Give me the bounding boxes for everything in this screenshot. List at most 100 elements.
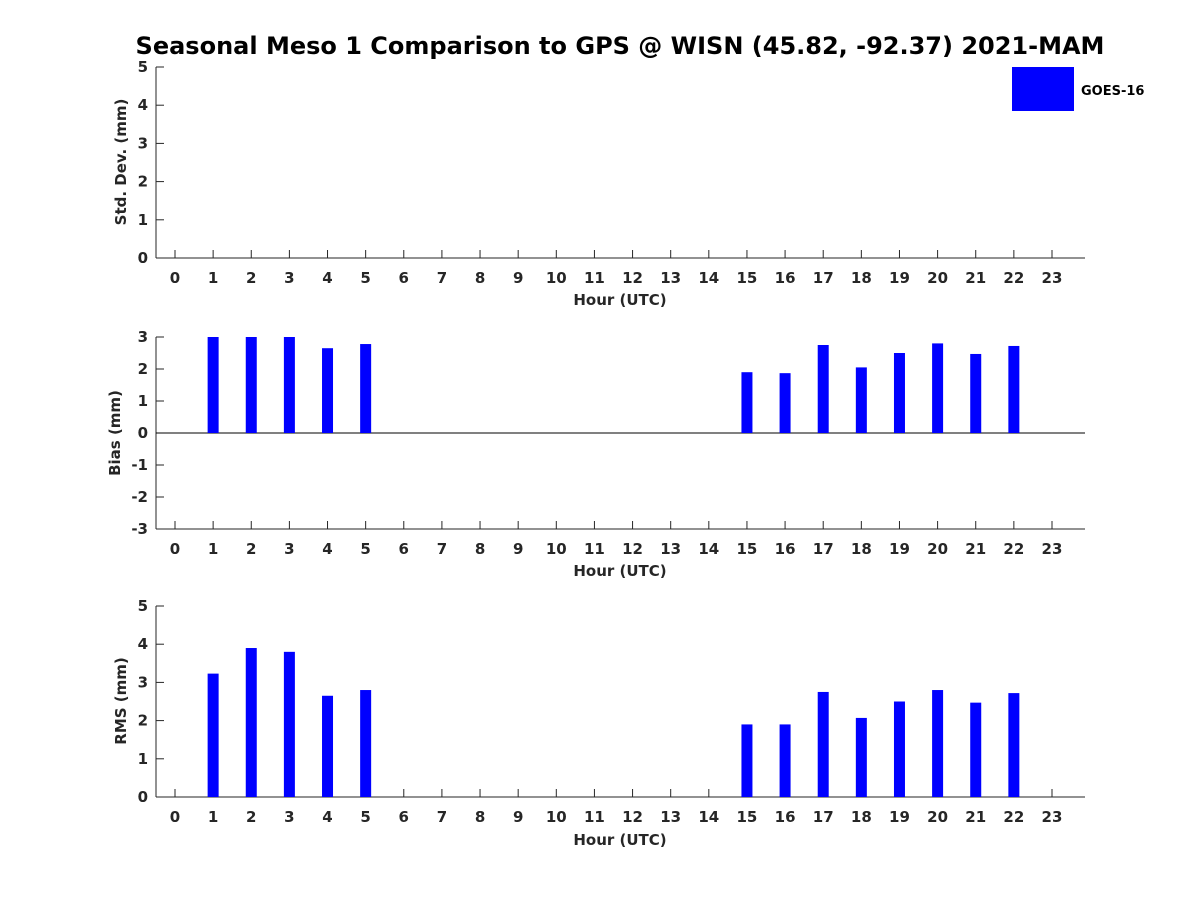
rms-bar xyxy=(817,691,829,797)
std-dev-xtick-label: 4 xyxy=(322,269,332,287)
legend: GOES-16 xyxy=(1012,67,1144,111)
bias-ylabel: Bias (mm) xyxy=(106,390,124,476)
std-dev-xtick-label: 16 xyxy=(775,269,796,287)
rms-ytick-label: 5 xyxy=(138,597,148,615)
rms-ytick-label: 0 xyxy=(138,788,148,806)
rms-bar xyxy=(245,648,257,797)
bias-xtick-label: 11 xyxy=(584,540,605,558)
rms-xtick-label: 10 xyxy=(546,808,567,826)
bias-xtick-label: 20 xyxy=(927,540,948,558)
bias-xtick-label: 18 xyxy=(851,540,872,558)
bias-xlabel: Hour (UTC) xyxy=(573,562,666,580)
bias-bar xyxy=(893,353,905,433)
rms-bar xyxy=(283,651,295,797)
rms-xtick-label: 11 xyxy=(584,808,605,826)
std-dev-xtick-label: 14 xyxy=(698,269,719,287)
rms-bar xyxy=(779,724,791,797)
std-dev-xtick-label: 1 xyxy=(208,269,218,287)
rms-xtick-label: 13 xyxy=(660,808,681,826)
bias-ytick-label: 3 xyxy=(138,328,148,346)
bias-ytick-label: -1 xyxy=(131,456,148,474)
std-dev-xlabel: Hour (UTC) xyxy=(573,291,666,309)
rms-xtick-label: 3 xyxy=(284,808,294,826)
bias-xtick-label: 4 xyxy=(322,540,332,558)
bias-bar xyxy=(207,337,219,433)
bias-ytick-label: 2 xyxy=(138,360,148,378)
bias-ytick-label: 0 xyxy=(138,424,148,442)
std-dev-ytick-label: 0 xyxy=(138,249,148,267)
bias-xtick-label: 15 xyxy=(737,540,758,558)
rms-bar xyxy=(893,701,905,797)
bias-bar xyxy=(245,337,257,433)
legend-label: GOES-16 xyxy=(1081,84,1144,99)
bias-bar xyxy=(322,348,334,433)
bias-bar xyxy=(970,353,982,433)
rms-ytick-label: 3 xyxy=(138,673,148,691)
rms-xtick-label: 15 xyxy=(737,808,758,826)
rms-bar xyxy=(207,673,219,797)
bias-xtick-label: 23 xyxy=(1042,540,1063,558)
bias-xtick-label: 13 xyxy=(660,540,681,558)
bias-ytick-label: -2 xyxy=(131,488,148,506)
rms-xtick-label: 2 xyxy=(246,808,256,826)
std-dev-xtick-label: 10 xyxy=(546,269,567,287)
std-dev-xtick-label: 18 xyxy=(851,269,872,287)
bias-bar xyxy=(283,337,295,433)
rms-ytick-label: 1 xyxy=(138,750,148,768)
bias-xtick-label: 12 xyxy=(622,540,643,558)
rms-bar xyxy=(855,717,867,797)
bias-xtick-label: 19 xyxy=(889,540,910,558)
rms-xtick-label: 19 xyxy=(889,808,910,826)
rms-bar xyxy=(1008,693,1020,797)
std-dev-ytick-label: 5 xyxy=(138,58,148,76)
rms-xtick-label: 14 xyxy=(698,808,719,826)
std-dev-xtick-label: 15 xyxy=(737,269,758,287)
std-dev-xtick-label: 20 xyxy=(927,269,948,287)
bias-bar xyxy=(779,373,791,433)
rms-xtick-label: 8 xyxy=(475,808,485,826)
rms-bar xyxy=(932,690,944,797)
legend-swatch xyxy=(1012,67,1074,111)
bias-xtick-label: 8 xyxy=(475,540,485,558)
rms-xtick-label: 18 xyxy=(851,808,872,826)
bias-xtick-label: 16 xyxy=(775,540,796,558)
std-dev-xtick-label: 6 xyxy=(399,269,409,287)
bias-xtick-label: 10 xyxy=(546,540,567,558)
std-dev-ytick-label: 2 xyxy=(138,173,148,191)
rms-xlabel: Hour (UTC) xyxy=(573,831,666,849)
std-dev-xtick-label: 11 xyxy=(584,269,605,287)
bias-xtick-label: 1 xyxy=(208,540,218,558)
rms-ytick-label: 2 xyxy=(138,712,148,730)
std-dev-xtick-label: 12 xyxy=(622,269,643,287)
rms-ylabel: RMS (mm) xyxy=(112,657,130,744)
bias-xtick-label: 0 xyxy=(170,540,180,558)
std-dev-xtick-label: 17 xyxy=(813,269,834,287)
bias-xtick-label: 7 xyxy=(437,540,447,558)
std-dev-ytick-label: 1 xyxy=(138,211,148,229)
rms-xtick-label: 21 xyxy=(965,808,986,826)
std-dev-xtick-label: 19 xyxy=(889,269,910,287)
bias-bar xyxy=(817,345,829,433)
bias-bar xyxy=(932,343,944,433)
std-dev-xtick-label: 22 xyxy=(1003,269,1024,287)
rms-xtick-label: 20 xyxy=(927,808,948,826)
rms-bar xyxy=(970,702,982,797)
bias-xtick-label: 22 xyxy=(1003,540,1024,558)
bias-xtick-label: 9 xyxy=(513,540,523,558)
rms-xtick-label: 17 xyxy=(813,808,834,826)
std-dev-ytick-label: 3 xyxy=(138,134,148,152)
bias-xtick-label: 6 xyxy=(399,540,409,558)
rms-xtick-label: 12 xyxy=(622,808,643,826)
rms-xtick-label: 22 xyxy=(1003,808,1024,826)
std-dev-xtick-label: 13 xyxy=(660,269,681,287)
std-dev-xtick-label: 21 xyxy=(965,269,986,287)
rms-xtick-label: 4 xyxy=(322,808,332,826)
std-dev-xtick-label: 9 xyxy=(513,269,523,287)
rms-bar xyxy=(741,724,753,797)
rms-ytick-label: 4 xyxy=(138,635,148,653)
std-dev-xtick-label: 5 xyxy=(360,269,370,287)
